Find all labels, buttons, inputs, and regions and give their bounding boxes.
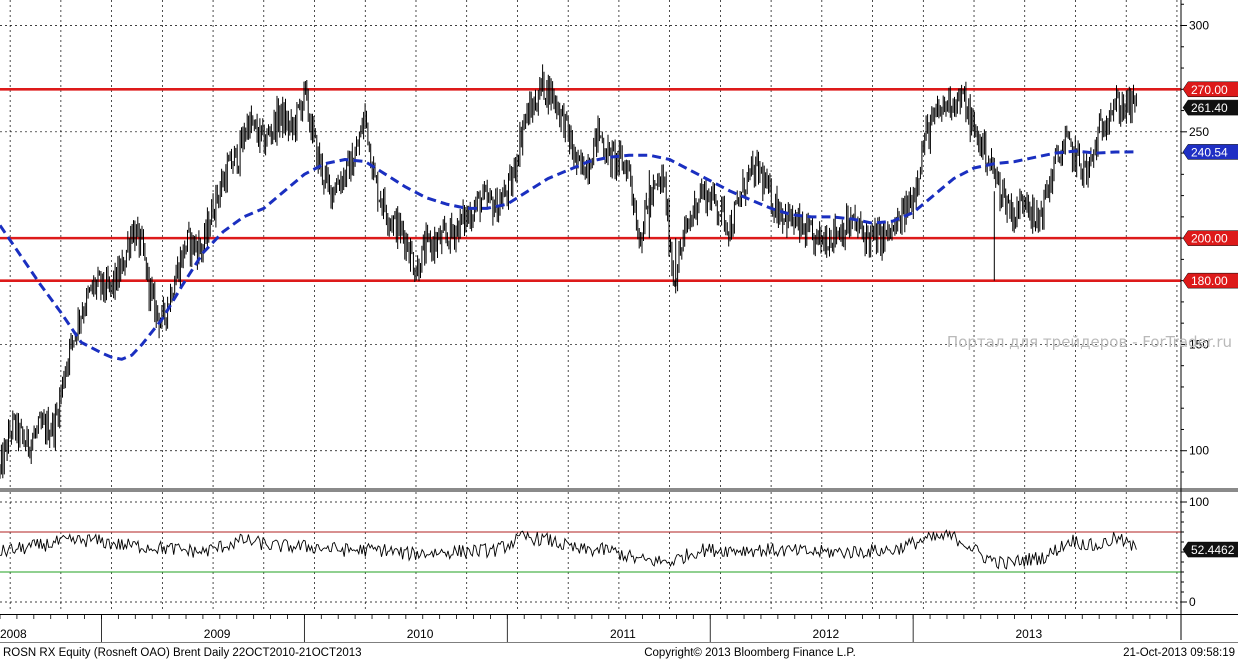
level-tag-bg <box>1182 272 1238 289</box>
footer-copyright: Copyright© 2013 Bloomberg Finance L.P. <box>644 647 856 659</box>
x-tick-label: 2010 <box>407 627 434 641</box>
rsi-y-tick-label: 100 <box>1189 495 1209 509</box>
level-tag-label: 200.00 <box>1191 232 1228 246</box>
level-lines <box>0 87 1181 573</box>
moving-average-line <box>0 149 1137 361</box>
watermark-text: Портал для трейдеров - ForTrader.ru <box>947 333 1232 351</box>
footer-timestamp: 21-Oct-2013 09:58:19 <box>1123 647 1235 659</box>
x-tick-label: 2013 <box>1015 627 1042 641</box>
rsi-y-tick-label: 0 <box>1189 595 1196 609</box>
footer-instrument: ROSN RX Equity (Rosneft OAO) Brent Daily… <box>3 647 362 659</box>
rsi-line <box>0 529 1137 570</box>
level-tag-bg <box>1182 230 1238 246</box>
last-value-tag-bg <box>1182 144 1238 160</box>
last-value-tag-label: 240.54 <box>1191 145 1228 159</box>
rsi-value-tag-label: 52.4462 <box>1191 543 1235 557</box>
y-tick-label: 300 <box>1189 19 1209 33</box>
y-tick-label: 150 <box>1189 337 1209 351</box>
axis-layer: 100 150 250 300 0 100 2008 2009 2010 2011 2012 2013 <box>0 0 1238 643</box>
x-tick-label: 2009 <box>204 627 231 641</box>
x-tick-label: 2008 <box>0 627 27 641</box>
level-tag-label: 180.00 <box>1191 274 1228 288</box>
price-bars <box>0 64 1137 479</box>
series-layer <box>0 64 1137 570</box>
level-tag-label: 270.00 <box>1191 83 1228 97</box>
x-tick-label: 2012 <box>813 627 840 641</box>
level-tag-bg <box>1182 81 1238 98</box>
last-value-tag-label: 261.40 <box>1191 101 1228 115</box>
x-tick-label: 2011 <box>610 627 636 641</box>
y-tick-label: 100 <box>1189 444 1209 458</box>
value-tags: 270.00 200.00 180.00 261.40 240.54 52.4462 <box>1182 81 1238 558</box>
last-value-tag-bg <box>1182 99 1238 116</box>
y-tick-label: 250 <box>1189 125 1209 139</box>
rsi-value-tag-bg <box>1182 541 1238 558</box>
panel-divider <box>0 488 1238 492</box>
